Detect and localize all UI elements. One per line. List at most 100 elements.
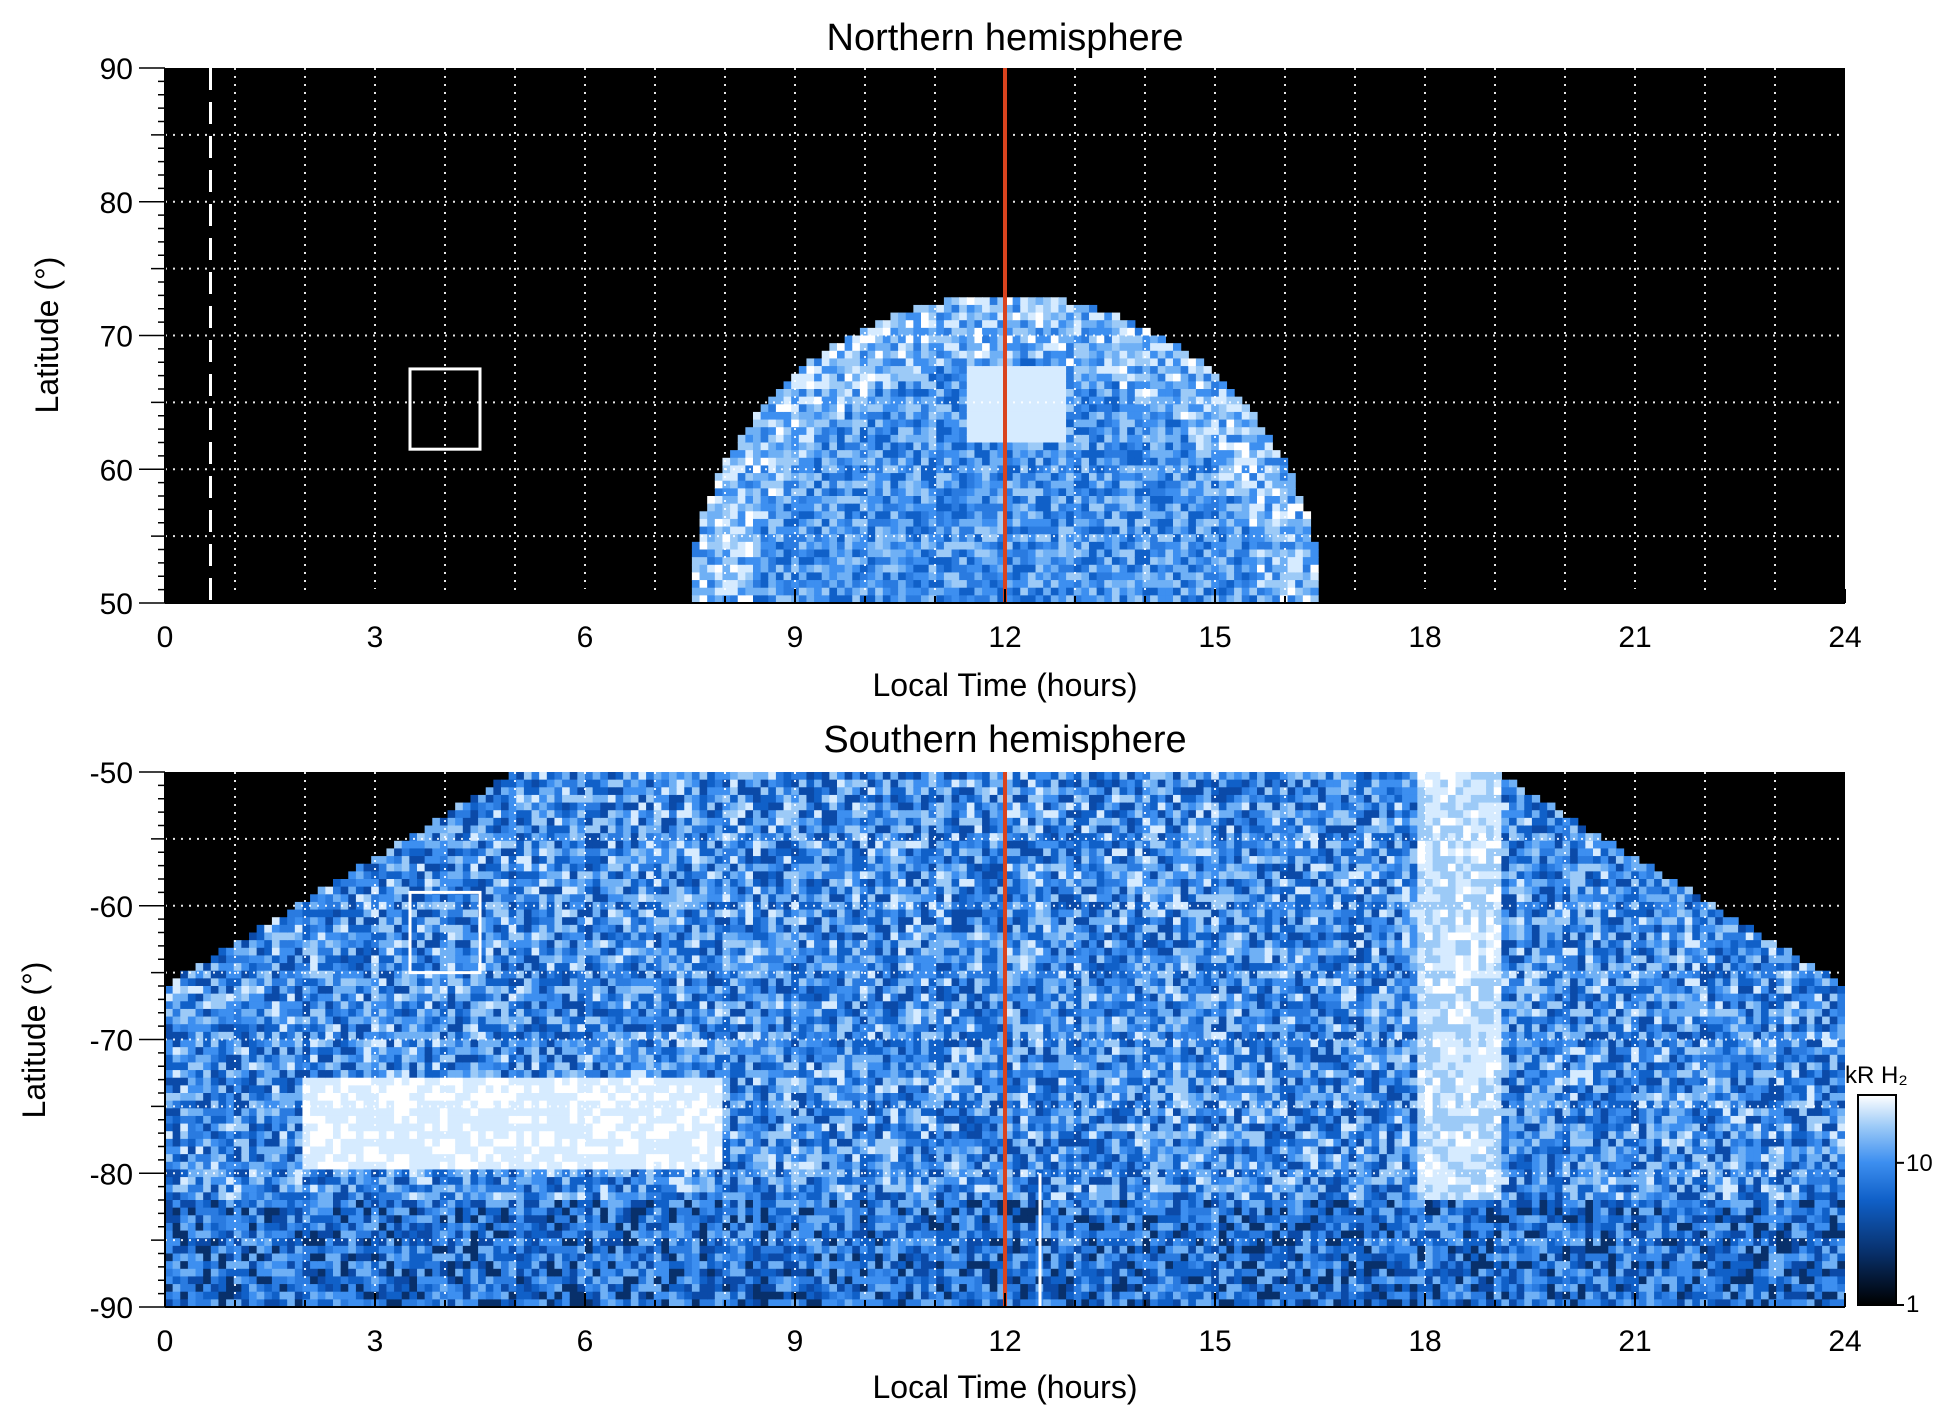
northern-cell <box>982 297 991 306</box>
northern-cell <box>1249 564 1258 574</box>
northern-cell <box>745 564 754 574</box>
southern-cell <box>241 1207 250 1216</box>
southern-cell <box>287 909 296 918</box>
southern-cell <box>462 1008 472 1018</box>
southern-cell <box>233 1291 242 1300</box>
northern-cell <box>1012 572 1021 581</box>
southern-cell <box>325 1284 334 1293</box>
southern-cell <box>233 970 242 979</box>
southern-cell <box>249 1177 258 1186</box>
northern-cell <box>1012 557 1021 566</box>
northern-cell <box>1211 434 1220 444</box>
northern-cell <box>768 465 777 474</box>
northern-cell <box>1005 572 1014 581</box>
northern-cell <box>768 434 777 444</box>
northern-cell <box>989 335 998 344</box>
southern-cell <box>455 817 464 827</box>
northern-cell <box>1180 595 1189 603</box>
southern-cell <box>340 1016 349 1025</box>
southern-cell <box>447 1131 456 1140</box>
northern-cell <box>898 488 907 497</box>
northern-cell <box>936 304 945 314</box>
southern-cell <box>333 1238 342 1247</box>
northern-cell <box>882 434 892 444</box>
southern-cell <box>355 863 365 872</box>
northern-cell <box>1020 320 1029 329</box>
northern-cell <box>1089 358 1098 367</box>
northern-cell <box>890 396 899 405</box>
southern-cell <box>264 970 273 979</box>
southern-cell <box>409 894 418 903</box>
southern-cell <box>432 909 441 918</box>
northern-cell <box>737 557 746 566</box>
southern-cell <box>455 1245 464 1255</box>
southern-cell <box>279 986 288 995</box>
southern-cell <box>249 1131 258 1140</box>
southern-cell <box>470 970 479 979</box>
northern-cell <box>1081 343 1090 352</box>
northern-cell <box>791 580 800 589</box>
southern-cell <box>340 1070 349 1079</box>
northern-cell <box>913 427 922 436</box>
southern-cell <box>409 1138 418 1148</box>
southern-cell <box>271 1238 281 1247</box>
northern-cell <box>1089 572 1098 581</box>
southern-cell <box>447 1077 456 1086</box>
northern-cell <box>875 419 884 428</box>
southern-cell <box>325 894 334 903</box>
southern-cell <box>378 1077 388 1086</box>
southern-cell <box>294 1131 304 1140</box>
northern-cell <box>806 442 815 451</box>
southern-cell <box>417 1291 426 1300</box>
southern-cell <box>455 1031 464 1041</box>
northern-cell <box>1066 526 1075 535</box>
southern-cell <box>333 1024 342 1033</box>
southern-cell <box>470 1008 479 1018</box>
southern-cell <box>241 1093 250 1102</box>
northern-cell <box>837 557 846 566</box>
northern-cell <box>730 549 739 558</box>
southern-cell <box>363 1230 372 1239</box>
northern-cell <box>913 404 922 413</box>
northern-cell <box>859 549 869 558</box>
northern-cell <box>1218 549 1228 558</box>
northern-cell <box>1073 511 1082 520</box>
southern-cell <box>470 1146 479 1155</box>
southern-cell <box>187 1207 197 1216</box>
southern-cell <box>447 1200 456 1209</box>
northern-cell <box>1066 434 1075 444</box>
northern-cell <box>1058 450 1067 459</box>
northern-cell <box>898 473 907 482</box>
northern-cell <box>1188 587 1197 596</box>
northern-cell <box>867 427 876 436</box>
northern-cell <box>1043 572 1052 581</box>
southern-cell <box>470 909 479 918</box>
southern-cell <box>294 1268 304 1278</box>
northern-cell <box>898 564 907 574</box>
southern-cell <box>348 1184 357 1193</box>
northern-cell <box>844 396 853 405</box>
northern-cell <box>1241 526 1250 535</box>
northern-cell <box>1104 312 1113 321</box>
northern-cell <box>1043 450 1052 459</box>
northern-cell <box>1073 304 1082 314</box>
northern-cell <box>1234 473 1243 482</box>
northern-cell <box>1142 564 1151 574</box>
northern-cell <box>1264 465 1273 474</box>
southern-cell <box>218 993 227 1002</box>
southern-cell <box>401 1222 410 1232</box>
southern-cell <box>294 932 304 941</box>
northern-cell <box>913 411 922 421</box>
southern-cell <box>241 947 250 957</box>
northern-cell <box>1035 396 1044 405</box>
northern-cell <box>1142 335 1151 344</box>
southern-cell <box>394 970 403 979</box>
northern-cell <box>1096 320 1105 329</box>
southern-cell <box>462 1192 472 1201</box>
southern-cell <box>401 1115 410 1125</box>
southern-cell <box>409 1284 418 1293</box>
northern-cell <box>837 434 846 444</box>
northern-cell <box>890 389 899 398</box>
northern-cell <box>852 511 861 520</box>
northern-cell <box>806 572 815 581</box>
